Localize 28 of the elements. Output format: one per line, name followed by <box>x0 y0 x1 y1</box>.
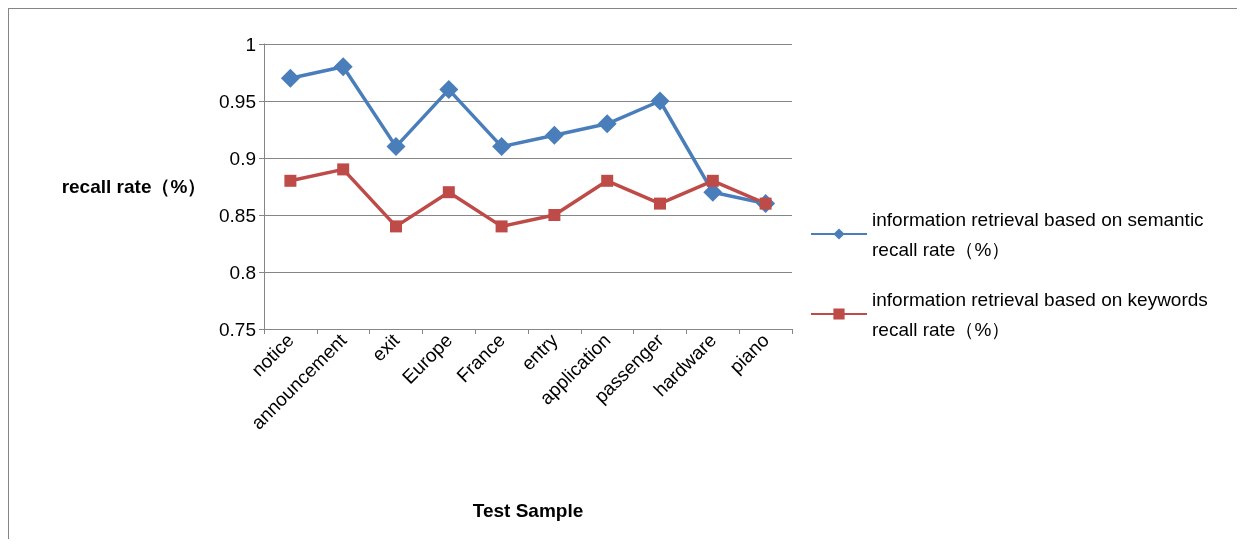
point <box>597 114 617 134</box>
point <box>650 91 670 111</box>
x-tick-label: exit <box>367 329 404 366</box>
point <box>337 163 350 176</box>
legend-label: information retrieval based on semantic recall rate（%） <box>872 208 1209 260</box>
y-tick-label: 0.85 <box>219 204 256 226</box>
legend-label: information retrieval based on keywords recall rate（%） <box>872 288 1214 340</box>
point <box>390 220 402 233</box>
point <box>492 137 512 157</box>
y-tick-label: 0.8 <box>229 261 256 283</box>
y-tick-label: 0.95 <box>219 90 256 112</box>
y-tick-label: 1 <box>245 33 256 55</box>
point <box>654 197 666 210</box>
point <box>439 80 459 100</box>
point <box>544 125 564 145</box>
point <box>706 174 719 187</box>
point <box>601 174 614 187</box>
point <box>333 57 353 77</box>
point <box>386 137 406 157</box>
point <box>280 68 300 88</box>
x-axis-title: Test Sample <box>472 500 584 521</box>
point <box>442 186 455 199</box>
y-tick-label: 0.9 <box>229 147 256 169</box>
y-axis-title: recall rate（%） <box>61 176 207 197</box>
point <box>284 174 297 187</box>
y-tick-label: 0.75 <box>219 318 256 340</box>
point <box>495 220 508 233</box>
point <box>548 209 561 221</box>
